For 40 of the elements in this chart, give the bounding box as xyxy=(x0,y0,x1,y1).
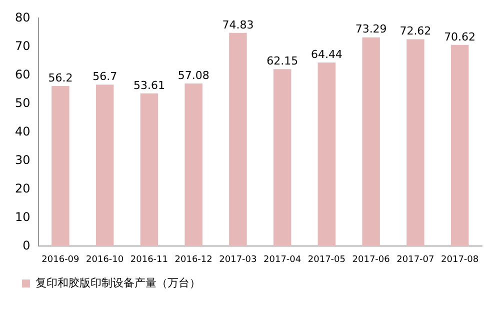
bar xyxy=(450,44,469,246)
y-tick-label: 40 xyxy=(14,124,30,138)
bar xyxy=(96,84,114,246)
bar xyxy=(52,86,70,246)
data-label: 72.62 xyxy=(400,24,432,38)
x-tick-label: 2017-04 xyxy=(264,254,302,265)
y-tick-label: 60 xyxy=(14,67,30,82)
data-label: 62.15 xyxy=(266,54,298,68)
x-tick-label: 2017-05 xyxy=(308,254,346,265)
y-tick-label: 0 xyxy=(22,238,30,252)
data-label: 57.08 xyxy=(178,68,210,82)
bar xyxy=(229,32,247,246)
x-tick-label: 2017-07 xyxy=(396,254,434,265)
y-tick-label: 80 xyxy=(14,10,30,24)
x-tick-label: 2016-11 xyxy=(130,254,168,265)
y-tick-label: 20 xyxy=(14,181,30,196)
x-tick-label: 2017-08 xyxy=(441,254,479,265)
data-label: 56.7 xyxy=(92,70,118,83)
bar xyxy=(406,39,424,246)
x-tick-label: 2017-06 xyxy=(352,254,390,265)
data-label: 73.29 xyxy=(355,22,387,36)
data-label: 74.83 xyxy=(222,18,254,32)
x-tick-label: 2016-10 xyxy=(86,254,124,265)
data-label: 53.61 xyxy=(133,78,165,92)
bar xyxy=(184,84,202,246)
data-label: 64.44 xyxy=(310,48,342,61)
data-label: 56.2 xyxy=(48,71,73,84)
data-label: 70.62 xyxy=(444,30,476,44)
y-tick-label: 70 xyxy=(14,38,30,53)
bar xyxy=(362,37,380,246)
bar xyxy=(140,93,158,246)
bar xyxy=(318,62,336,246)
x-tick-label: 2016-12 xyxy=(174,254,212,265)
x-tick-label: 2016-09 xyxy=(42,254,80,265)
bar xyxy=(273,69,292,246)
y-tick-label: 50 xyxy=(14,96,30,110)
y-tick-label: 30 xyxy=(14,152,30,167)
legend-label: 复印和胶版印制设备产量（万台） xyxy=(36,276,200,290)
x-tick-label: 2017-03 xyxy=(219,254,257,265)
y-tick-label: 10 xyxy=(14,210,30,224)
